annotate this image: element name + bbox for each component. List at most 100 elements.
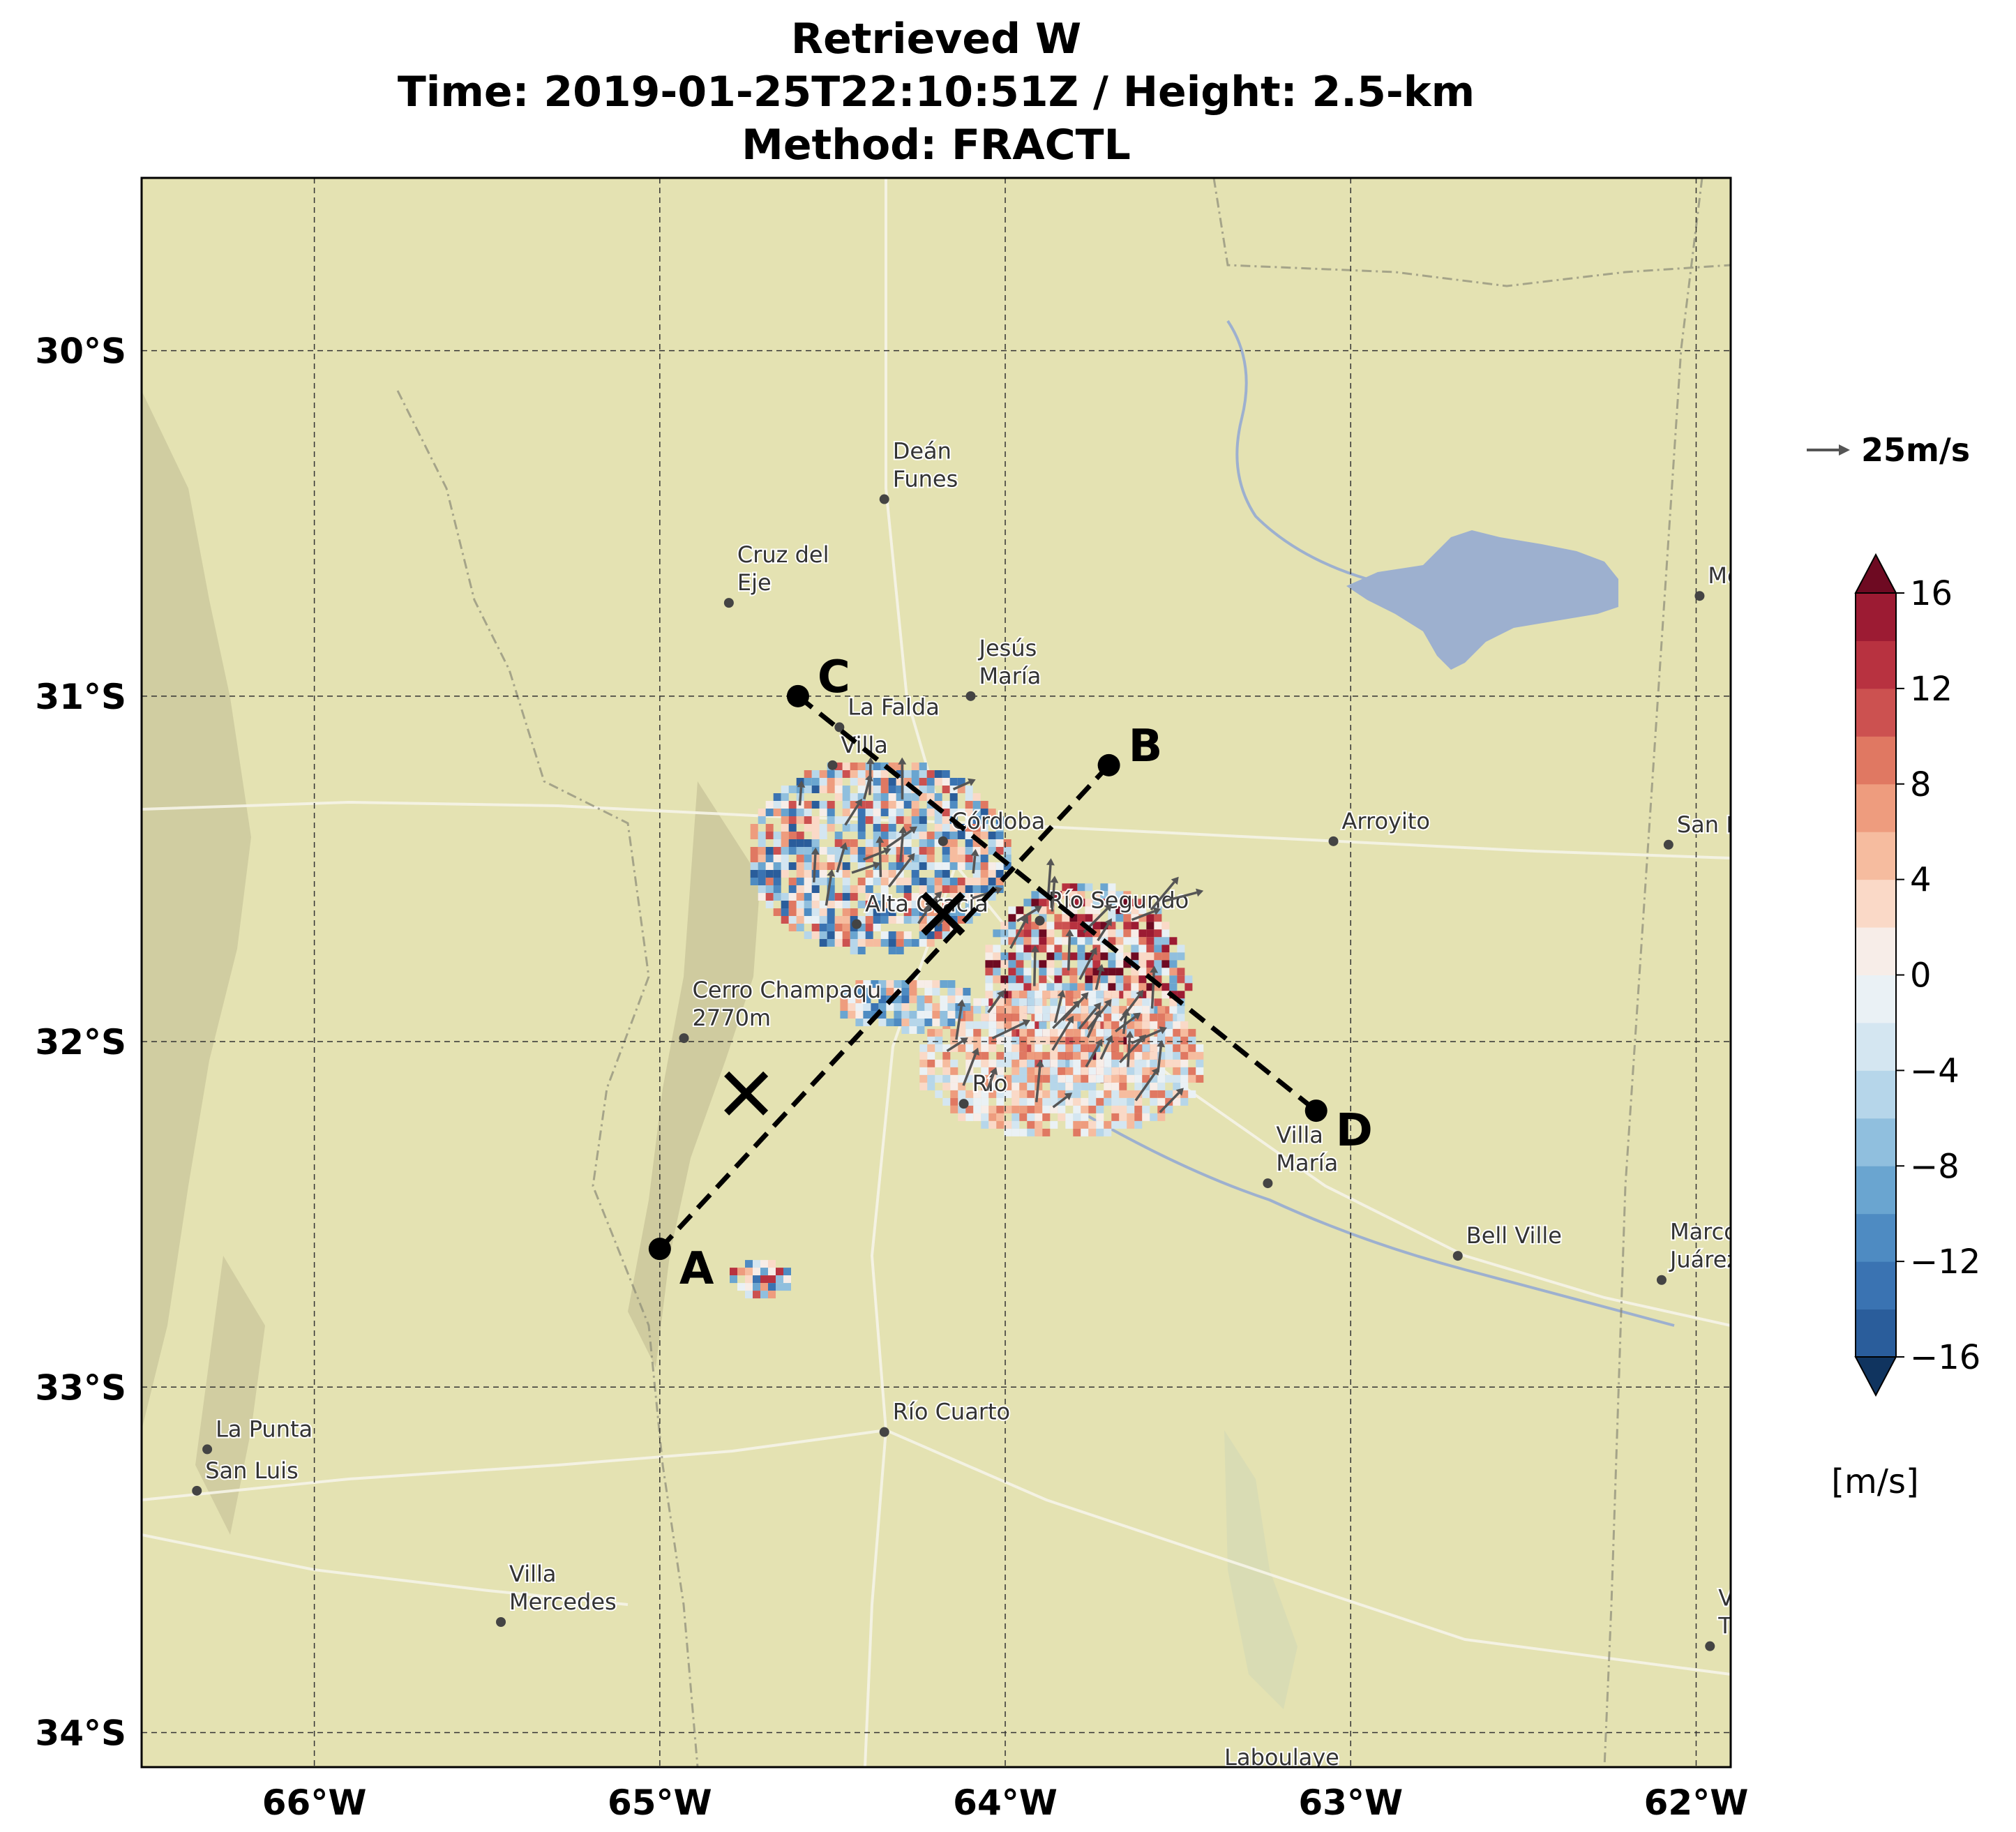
w-cell [949,847,958,855]
w-cell [1042,1059,1051,1067]
w-cell [848,988,856,996]
w-cell [1004,1090,1012,1098]
lon-tick-label: 63°W [1298,1782,1403,1823]
w-cell [1065,1021,1074,1029]
w-cell [783,1275,791,1284]
w-cell [873,816,881,824]
w-cell [1016,960,1024,968]
w-cell [819,939,827,947]
w-cell [788,908,797,916]
w-cell [958,1028,966,1037]
w-cell [788,824,797,832]
w-cell [1081,1074,1089,1083]
w-cell [947,1011,956,1019]
w-cell [1138,906,1147,915]
w-cell [949,878,958,885]
w-cell [871,988,879,996]
w-cell [1077,883,1085,892]
wind-vector [986,1073,995,1091]
w-cell [1054,945,1062,953]
w-cell [972,855,981,862]
w-cell [758,847,766,855]
colorbar-segment [1856,1070,1896,1119]
w-cell [919,1082,928,1090]
w-cell [963,996,971,1003]
w-cell [1054,922,1062,930]
w-cell [873,801,881,809]
colorbar-extend-bottom [1854,1356,1897,1397]
w-cell [1150,1021,1158,1029]
w-cell [1092,968,1101,976]
w-cell [1065,1067,1074,1075]
w-cell [919,931,927,939]
w-cell [935,1059,943,1067]
w-cell [768,1283,776,1291]
w-cell [942,801,950,809]
place-dot [1694,591,1705,601]
w-cell [1169,983,1178,991]
border-north [1212,178,1731,287]
wind-vector [1134,1072,1157,1102]
wind-vector [863,780,871,799]
w-cell [834,839,843,847]
w-cell [1134,1051,1143,1060]
wind-vector-head [875,836,885,843]
w-cell [753,1291,760,1299]
w-cell [1046,945,1055,953]
w-cell [788,786,797,793]
w-cell [934,878,942,885]
w-cell [896,878,904,885]
w-cell [888,832,896,839]
w-cell [781,908,789,916]
w-cell [865,878,873,885]
w-cell [1154,914,1162,922]
w-cell [781,816,789,824]
w-cell [857,786,866,793]
w-cell [753,1260,760,1268]
w-cell [1138,929,1147,938]
w-cell [873,770,881,778]
w-cell [796,885,804,893]
w-cell [1035,1051,1043,1060]
w-cell [1069,983,1078,991]
w-cell [1157,1028,1166,1037]
w-cell [965,1044,974,1052]
w-cell [1138,960,1147,968]
w-cell [903,832,912,839]
place-name: Villa [1276,1122,1323,1148]
w-cell [950,1059,958,1067]
w-cell [804,770,812,778]
place-dot [879,1427,889,1437]
w-cell [1088,998,1097,1006]
w-cell [1003,862,1011,870]
w-cell [1111,1097,1120,1106]
wind-vector-head [960,1037,968,1045]
w-cell [981,1013,989,1021]
w-cell [1019,1059,1028,1067]
w-cell [1062,937,1070,945]
w-cell [973,1028,981,1037]
w-cell [919,1051,928,1060]
w-cell [834,916,843,924]
w-cell [765,893,774,901]
w-cell [1177,945,1185,953]
wind-vector [1164,891,1198,903]
vector-key: 25m/s [1807,431,1970,469]
w-cell [1161,991,1170,999]
w-cell [873,939,881,947]
w-cell [880,870,889,878]
w-cell [1173,1067,1181,1075]
w-cell [965,847,973,855]
w-cell [1046,937,1055,945]
w-cell [758,878,766,885]
w-cell [1042,1036,1051,1044]
w-cell [965,832,973,839]
w-cell [1062,914,1070,922]
wind-vector-head [1125,1030,1134,1038]
w-cell [1077,891,1085,899]
w-cell [1134,1120,1143,1129]
w-cell [1000,952,1009,961]
w-cell [911,855,919,862]
w-cell [1081,1059,1089,1067]
w-cell [1011,1128,1020,1136]
